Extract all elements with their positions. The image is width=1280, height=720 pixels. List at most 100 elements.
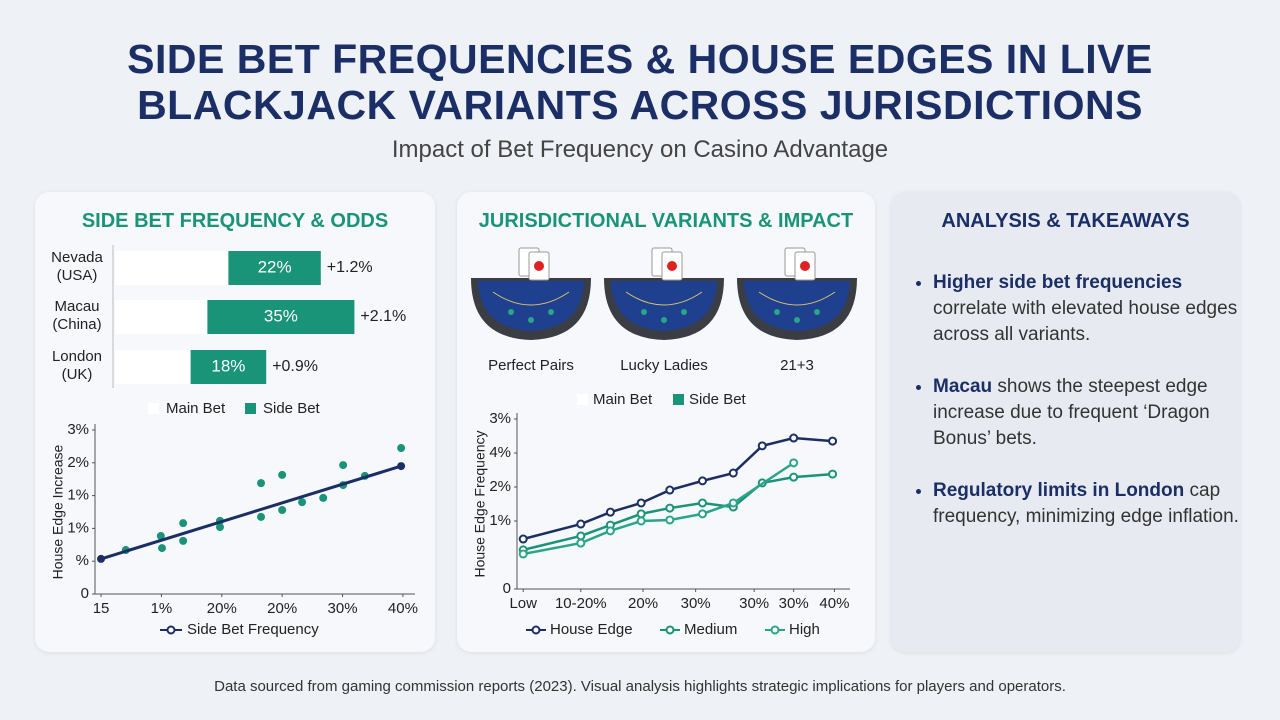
scatter-point (257, 479, 266, 488)
line (522, 436, 833, 541)
takeaway-highlight: Regulatory limits in London (933, 480, 1185, 501)
y-tick-label: 3% (489, 410, 511, 427)
scatter-point (397, 444, 406, 453)
scatter-point (278, 506, 287, 515)
line-point (728, 498, 738, 508)
y-tick-label: 2% (67, 454, 89, 471)
legend-label: High (789, 621, 820, 638)
line-point (665, 515, 675, 525)
legend-label: Side Bet Frequency (187, 621, 319, 638)
legend-marker (166, 625, 176, 635)
y-tick-label: 2% (489, 478, 511, 495)
table-icon (603, 247, 725, 341)
x-tick-label: 40% (819, 595, 849, 612)
y-tick-label: 3% (67, 421, 89, 438)
panel-title: ANALYSIS & TAKEAWAYS (941, 210, 1190, 232)
x-tick-label: 1% (151, 600, 173, 617)
takeaway-text: cap frequency, minimizing edge inflation… (933, 480, 1239, 527)
line-point (665, 503, 675, 513)
takeaway: Macau shows the steepest edge increase d… (933, 374, 1248, 452)
y-tick-label: 1% (67, 487, 89, 504)
legend-label: Side Bet (263, 400, 321, 417)
line-point (757, 441, 767, 451)
scatter-point (158, 544, 167, 553)
value-label: 35% (264, 306, 298, 325)
legend-marker (531, 625, 541, 635)
line-point (828, 469, 838, 479)
legend-swatch (673, 394, 684, 405)
line-point (697, 476, 707, 486)
line-point (789, 458, 799, 468)
annotation: +0.9% (272, 358, 318, 375)
takeaway-text: correlate with elevated house edges acro… (933, 298, 1238, 345)
scatter-point (319, 493, 328, 502)
legend-marker (770, 625, 780, 635)
value-label: 22% (258, 257, 292, 276)
line-point (518, 534, 528, 544)
takeaway-list: Higher side bet frequencies correlate wi… (913, 270, 1248, 556)
takeaway-highlight: Macau (933, 376, 993, 397)
line (522, 472, 833, 552)
scatter-point (179, 536, 188, 545)
x-tick-label: 15 (93, 600, 110, 617)
x-tick-label: Low (509, 595, 537, 612)
x-tick-label: 30% (328, 600, 358, 617)
legend-swatch (577, 394, 588, 405)
line-point (636, 516, 646, 526)
variant-label: Lucky Ladies (620, 357, 708, 374)
category-label: Nevada (USA) (51, 249, 103, 284)
line-point (697, 498, 707, 508)
bar (115, 251, 229, 285)
scatter-point (257, 512, 266, 521)
y-tick-label: 4% (489, 444, 511, 461)
annotation: +1.2% (327, 259, 373, 276)
y-tick-label: 1% (489, 512, 511, 529)
bar (207, 300, 355, 334)
takeaway-highlight: Higher side bet frequencies (933, 272, 1183, 293)
bar (115, 350, 191, 384)
scatter-point (215, 523, 224, 532)
legend-swatch (148, 403, 159, 414)
line-point (789, 433, 799, 443)
bar (190, 350, 267, 384)
legend-swatch (245, 403, 256, 414)
y-axis-label: House Edge Frequency (472, 430, 488, 577)
panel: ANALYSIS & TAKEAWAYS Higher side bet fre… (891, 192, 1240, 652)
line (522, 461, 795, 556)
legend-label: Medium (684, 621, 737, 638)
scatter-point (298, 498, 307, 507)
variant-label: Perfect Pairs (488, 357, 574, 374)
line-point (728, 468, 738, 478)
line-point (665, 485, 675, 495)
subtitle: Impact of Bet Frequency on Casino Advant… (391, 136, 889, 163)
legend-label: Main Bet (593, 391, 653, 408)
line-point (636, 498, 646, 508)
footer: Data sourced from gaming commission repo… (214, 678, 1066, 695)
legend-label: Side Bet (689, 391, 747, 408)
line-point (576, 519, 586, 529)
x-tick-label: 20% (628, 595, 658, 612)
line-point (697, 509, 707, 519)
legend-marker (665, 625, 675, 635)
x-tick-label: 10-20% (555, 595, 607, 612)
variant-label: 21+3 (780, 357, 814, 374)
takeaway: Higher side bet frequencies correlate wi… (933, 270, 1248, 348)
bar (228, 251, 321, 285)
table-icon (736, 247, 858, 341)
value-label: 18% (211, 356, 245, 375)
panel-title: JURISDICTIONAL VARIANTS & IMPACT (478, 210, 854, 232)
scatter-point (339, 461, 348, 470)
legend-label: House Edge (550, 621, 633, 638)
line-point (576, 538, 586, 548)
panel-title: SIDE BET FREQUENCY & ODDS (81, 210, 389, 232)
x-tick-label: 30% (739, 595, 769, 612)
table-icon (470, 247, 592, 341)
legend-label: Main Bet (166, 400, 226, 417)
line-point (605, 526, 615, 536)
takeaway-text: shows the steepest edge increase due to … (933, 376, 1210, 449)
scatter-point (278, 470, 287, 479)
x-tick-label: 30% (681, 595, 711, 612)
scatter-point (156, 531, 165, 540)
